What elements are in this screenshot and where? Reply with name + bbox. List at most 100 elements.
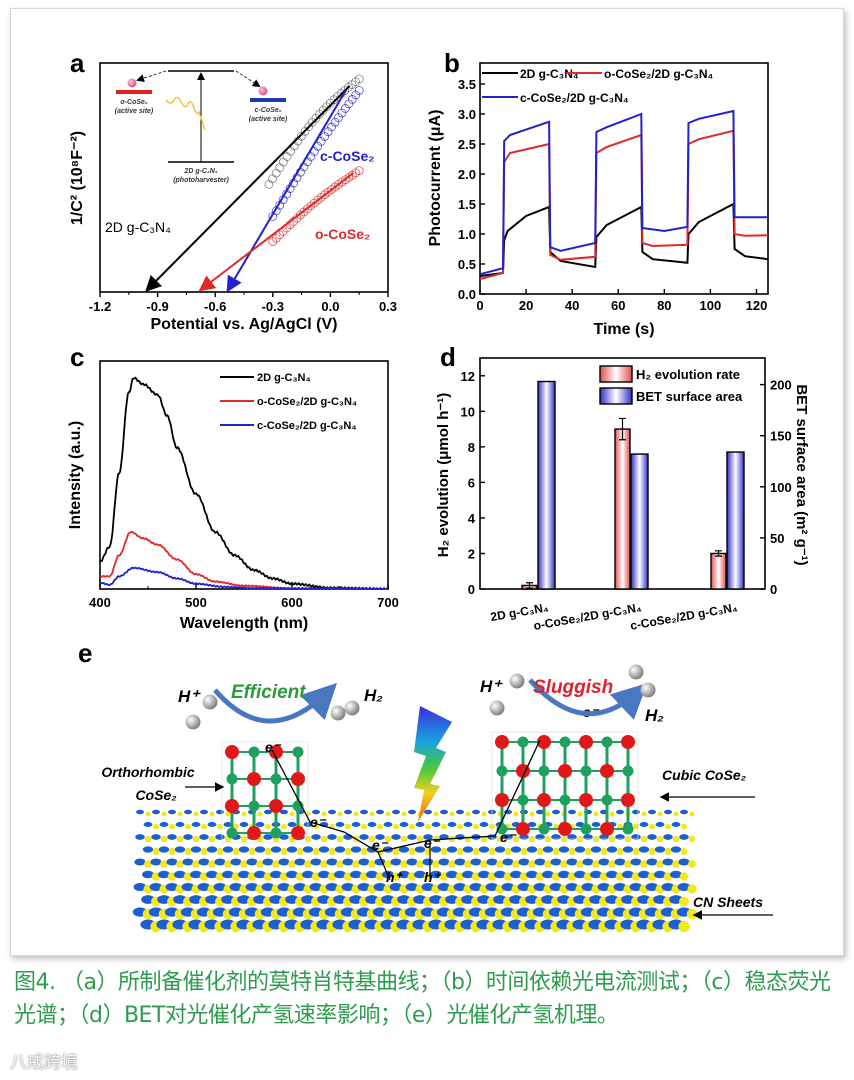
n-atom xyxy=(398,846,410,853)
y-axis-title: 1/C² (10⁸F⁻²) xyxy=(69,131,86,225)
c-atom xyxy=(687,884,697,894)
data-point xyxy=(347,95,357,104)
x-tick-label: 100 xyxy=(700,298,722,313)
n-atom xyxy=(447,821,457,828)
c-atom xyxy=(240,835,248,843)
electron-ball xyxy=(258,86,268,96)
data-point xyxy=(299,207,309,217)
x-tick-label: 20 xyxy=(519,298,533,313)
c-atom xyxy=(593,811,599,817)
n-atom xyxy=(670,870,682,879)
c-atom xyxy=(545,811,551,817)
c-atom xyxy=(632,847,640,856)
x-tick-label: 400 xyxy=(89,595,111,610)
series-label-c-cose2: c-CoSe₂ xyxy=(320,148,374,164)
n-atom xyxy=(486,858,498,866)
n-atom xyxy=(453,882,467,892)
x-tick-label: -1.2 xyxy=(89,299,111,314)
n-atom xyxy=(583,834,593,840)
n-atom xyxy=(158,870,170,879)
se-atom xyxy=(621,793,635,807)
n-atom xyxy=(223,821,233,828)
n-atom xyxy=(670,846,682,853)
c-atom xyxy=(553,823,559,830)
se-atom xyxy=(495,793,509,807)
n-atom xyxy=(230,858,242,866)
n-atom xyxy=(526,870,538,879)
y-tick-label: 1.5 xyxy=(458,197,476,212)
c-atom xyxy=(679,872,689,881)
c-atom xyxy=(321,811,327,817)
se-atom xyxy=(621,735,635,749)
n-atom xyxy=(341,882,355,892)
n-atom xyxy=(597,882,611,892)
n-atom xyxy=(286,846,298,853)
n-atom xyxy=(606,846,618,853)
inset-label: o-CoSe₂ xyxy=(120,99,148,106)
y-tick-label: 0.0 xyxy=(458,287,476,302)
bar-bet-surface-area xyxy=(726,451,745,590)
y-right-tick-label: 150 xyxy=(770,429,792,444)
electron-label: e⁻ xyxy=(500,829,517,845)
c-atom xyxy=(401,811,407,817)
n-atom xyxy=(565,882,579,892)
n-atom xyxy=(574,846,586,853)
co-atom xyxy=(517,794,529,806)
c-atom xyxy=(272,860,280,868)
c-atom xyxy=(488,847,496,856)
c-atom xyxy=(368,860,376,868)
y-axis-title: Intensity (a.u.) xyxy=(67,421,84,529)
panel-letter-a: a xyxy=(70,48,85,78)
c-atom xyxy=(513,811,519,817)
n-atom xyxy=(470,858,482,866)
n-atom xyxy=(392,809,400,815)
n-atom xyxy=(638,870,650,879)
c-atom xyxy=(377,823,383,830)
n-atom xyxy=(302,846,314,853)
y-tick-label: 2.5 xyxy=(458,137,476,152)
h-atom-ball xyxy=(628,664,644,680)
c-atom xyxy=(641,811,647,817)
co-atom xyxy=(517,736,529,748)
c-atom xyxy=(145,811,151,817)
cubic-cose2-crystal xyxy=(491,731,639,840)
efficient-label: Efficient xyxy=(231,682,306,703)
c-atom xyxy=(176,860,184,868)
x-tick-label: 80 xyxy=(657,298,671,313)
y-tick-label: 3.0 xyxy=(458,107,476,122)
y-right-tick-label: 100 xyxy=(770,480,792,495)
panel-letter-e: e xyxy=(78,638,92,668)
n-atom xyxy=(463,821,473,828)
n-atom xyxy=(174,870,186,879)
c-atom xyxy=(416,835,424,843)
x-tick-label: -0.9 xyxy=(146,299,168,314)
panel-e-mechanism-diagram: ee⁻e⁻e⁻ e⁻ e⁻e⁻h⁺ h⁺H⁺ Efficient H₂ H⁺ Sluggish… xyxy=(78,638,773,933)
n-atom xyxy=(312,809,320,815)
data-point xyxy=(296,210,305,220)
n-atom xyxy=(535,834,545,840)
y-tick-label: 6 xyxy=(468,475,475,490)
n-atom xyxy=(302,870,314,879)
n-atom xyxy=(631,834,641,840)
n-atom xyxy=(254,846,266,853)
data-point xyxy=(340,104,350,113)
n-atom xyxy=(456,809,464,815)
transfer-arrow-right xyxy=(235,70,261,88)
n-atom xyxy=(199,834,209,840)
cubic-label: Cubic CoSe₂ xyxy=(662,767,746,783)
legend-swatch xyxy=(599,365,633,383)
n-atom xyxy=(399,821,409,828)
c-atom xyxy=(337,811,343,817)
c-atom xyxy=(296,847,304,856)
c-atom xyxy=(678,920,690,933)
panel-letter-d: d xyxy=(440,342,456,372)
n-atom xyxy=(663,834,673,840)
data-point xyxy=(354,166,364,176)
n-atom xyxy=(175,821,185,828)
n-atom xyxy=(446,870,458,879)
n-atom xyxy=(166,858,178,866)
y-axis-title: Photocurrent (μA) xyxy=(427,110,444,247)
n-atom xyxy=(367,821,377,828)
n-atom xyxy=(286,870,298,879)
c-atom xyxy=(472,847,480,856)
